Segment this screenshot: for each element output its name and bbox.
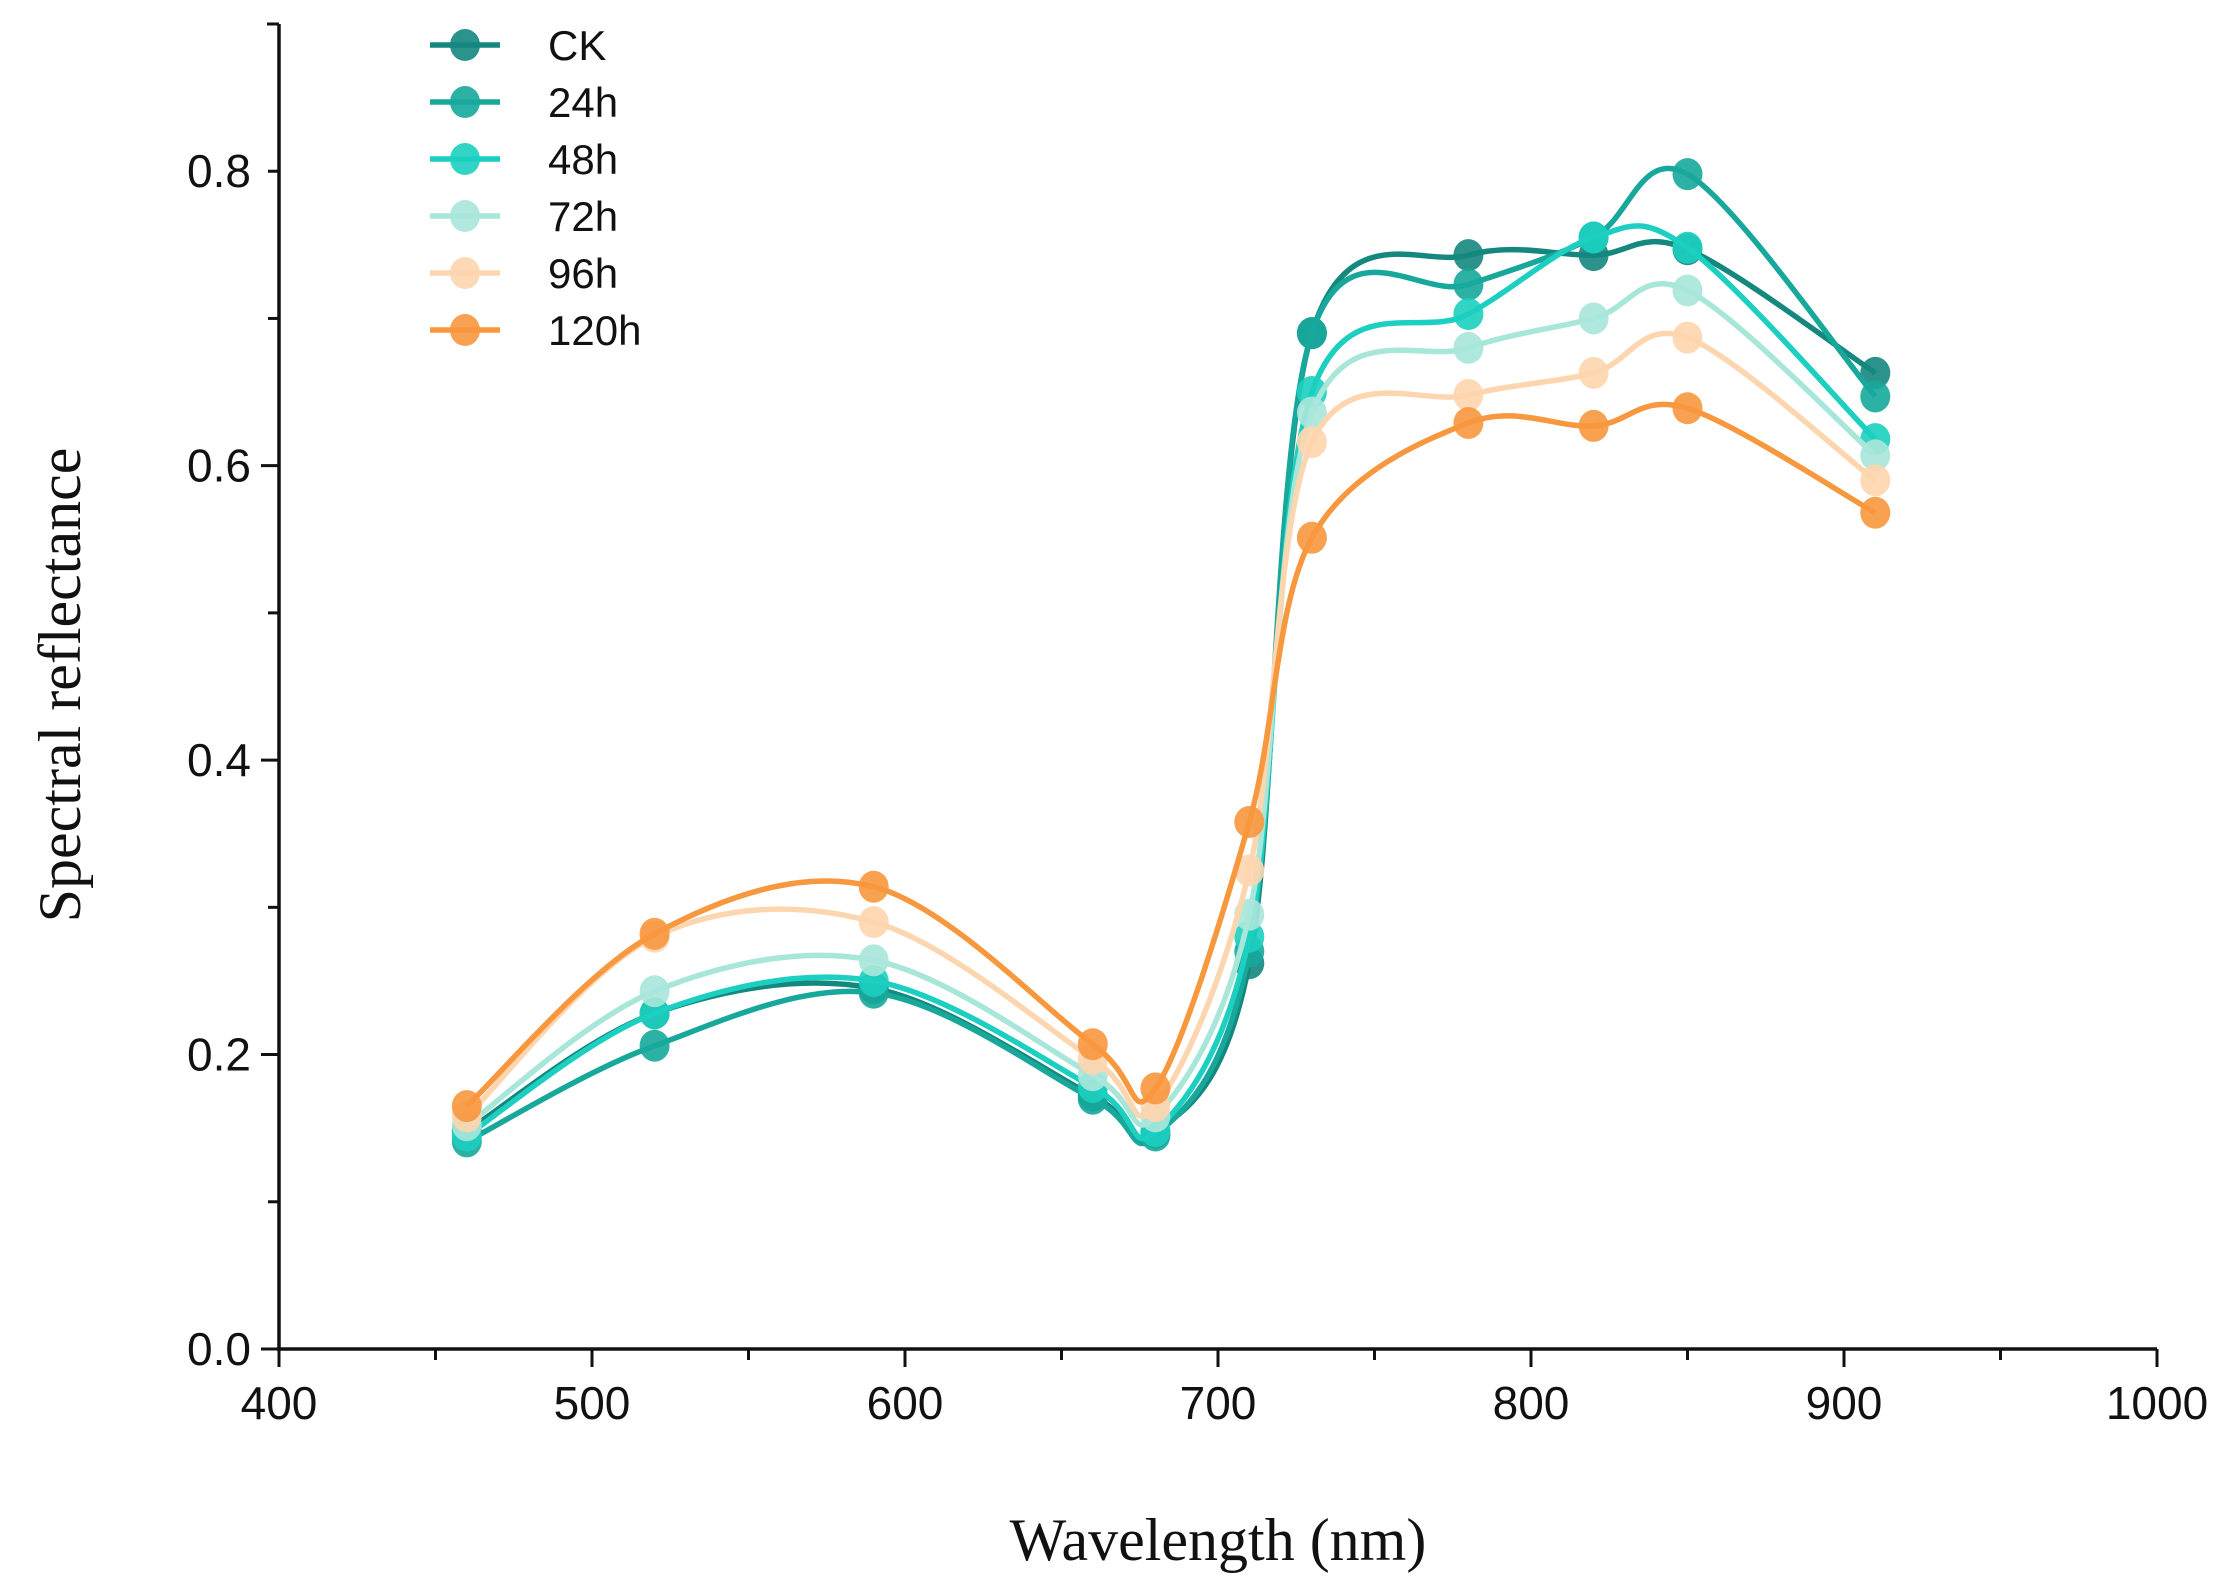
series-line [464,401,1877,1109]
data-point [1672,158,1703,191]
legend-label: 96h [548,250,618,297]
y-tick-label: 0.2 [187,1029,251,1081]
x-tick-label: 700 [1180,1377,1257,1429]
axes: 0.0 0.2 0.4 0.6 0.8 400 500 600 700 800 900 1000 [187,22,2208,1429]
x-tick-label: 800 [1493,1377,1570,1429]
legend-marker [450,257,480,289]
legend-marker [450,200,480,232]
data-point [858,870,889,903]
data-point [1453,379,1484,411]
data-point [1296,317,1327,350]
series-line [465,223,1878,1142]
data-point [1578,302,1609,335]
data-point [1296,396,1327,429]
data-point [1296,521,1327,554]
data-point [639,975,670,1008]
x-tick-label: 900 [1806,1377,1883,1429]
data-point [1672,321,1703,354]
legend-item: 120h [430,307,641,354]
x-tick-label: 1000 [2106,1377,2208,1429]
data-point [858,944,889,977]
data-point [1453,331,1484,364]
legend-marker [450,29,480,61]
legend-marker [450,86,480,118]
data-point [1860,356,1891,389]
data-point [858,906,889,939]
legend-item: 96h [430,250,618,297]
legend-item: 24h [430,79,618,126]
data-point [1453,239,1484,272]
data-point [1860,380,1891,413]
series-48h [451,221,1891,1152]
legend-label: 72h [548,193,618,240]
series-line [465,281,1878,1128]
data-point [1578,356,1609,389]
x-tick-label: 400 [241,1377,318,1429]
legend-label: CK [548,22,606,69]
data-point [1672,274,1703,307]
data-point [1672,231,1703,264]
series-layer [451,158,1891,1158]
legend: CK 24h 48h 72h 96h 120h [430,22,641,354]
data-point [1140,1072,1171,1105]
data-point [451,1090,482,1123]
y-tick-label: 0.0 [187,1323,251,1375]
data-point [1296,426,1327,459]
data-point [1077,1028,1108,1061]
data-point [1453,298,1484,331]
legend-item: 48h [430,136,618,183]
y-tick-label: 0.6 [187,440,251,492]
legend-item: 72h [430,193,618,240]
legend-marker [450,143,480,175]
legend-label: 48h [548,136,618,183]
x-axis-label: Wavelength (nm) [1010,1507,1427,1573]
data-point [1578,221,1609,254]
legend-item: CK [430,22,606,69]
legend-label: 120h [548,307,641,354]
y-tick-label: 0.8 [187,145,251,197]
data-point [639,917,670,950]
data-point [1860,496,1891,529]
data-point [1860,464,1891,497]
x-tick-label: 600 [867,1377,944,1429]
y-axis-label: Spectral reflectance [27,448,93,923]
data-point [1672,392,1703,425]
series-line [464,330,1877,1119]
series-line [465,165,1878,1147]
data-point [1453,268,1484,301]
data-point [639,1029,670,1062]
data-point [1453,406,1484,439]
legend-marker [450,314,480,346]
data-point [1578,409,1609,442]
legend-label: 24h [548,79,618,126]
data-point [639,997,670,1030]
y-tick-label: 0.4 [187,734,251,786]
data-point [1234,854,1265,887]
data-point [1860,439,1891,472]
series-120h [451,392,1891,1123]
data-point [1234,805,1265,838]
x-tick-label: 500 [554,1377,631,1429]
